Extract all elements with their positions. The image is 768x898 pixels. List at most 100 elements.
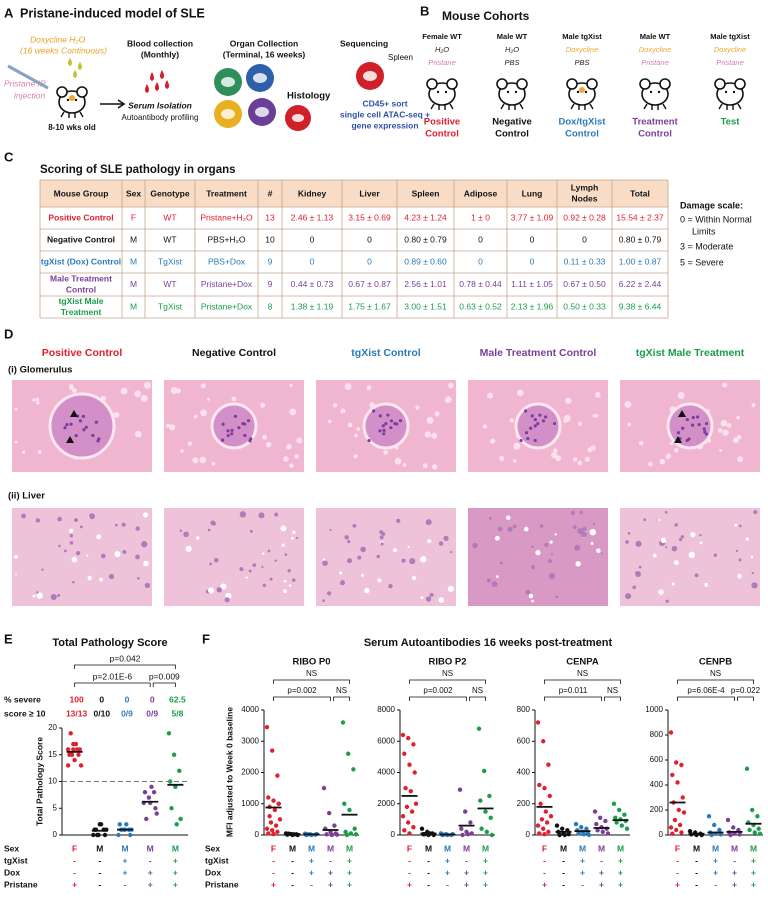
tissue-detail xyxy=(584,456,591,462)
significance-label: NS xyxy=(472,686,483,695)
tissue-detail xyxy=(665,599,669,603)
data-point xyxy=(548,814,554,819)
tissue-detail xyxy=(447,585,454,592)
tissue-detail xyxy=(347,422,353,428)
tissue-detail xyxy=(231,396,237,402)
table-cell: 0.50 ± 0.33 xyxy=(563,301,606,311)
nucleus xyxy=(386,413,390,417)
data-point xyxy=(469,831,474,836)
arrowhead xyxy=(674,436,682,443)
data-point xyxy=(619,823,624,828)
label: Female WT xyxy=(422,32,462,41)
tissue-detail xyxy=(200,409,208,417)
mouse-ear xyxy=(639,78,651,90)
tissue-detail xyxy=(539,524,544,528)
factor-label: Sex xyxy=(205,843,220,853)
tissue-detail xyxy=(401,558,406,563)
data-point xyxy=(731,825,736,830)
nucleus xyxy=(91,433,95,438)
table-cell: TgXist xyxy=(158,301,183,311)
y-tick-label: 0 xyxy=(53,830,58,839)
cohort-label: Treatment xyxy=(632,117,678,128)
cohort-label: Positive xyxy=(424,117,460,128)
data-point xyxy=(541,826,546,831)
y-tick-label: 4000 xyxy=(377,768,395,777)
data-point xyxy=(483,809,488,814)
data-point xyxy=(576,831,581,836)
nucleus xyxy=(241,421,245,426)
tissue-detail xyxy=(577,460,583,466)
significance-bracket xyxy=(409,679,486,684)
tissue-detail xyxy=(750,555,754,559)
data-point xyxy=(728,832,733,838)
data-point xyxy=(73,741,79,747)
data-point xyxy=(124,822,129,827)
data-point xyxy=(595,828,600,833)
mouse-legs xyxy=(500,103,524,110)
histology-image xyxy=(164,508,304,606)
data-point xyxy=(672,817,678,823)
factor-value: - xyxy=(73,867,76,877)
significance-bracket xyxy=(544,696,602,701)
label: single cell ATAC-seq + xyxy=(340,109,430,119)
data-point xyxy=(622,812,627,817)
nucleus xyxy=(226,429,230,433)
significance-label: NS xyxy=(710,669,721,678)
table-cell: 0 xyxy=(367,234,372,244)
tissue-detail xyxy=(688,551,695,559)
tissue-detail xyxy=(73,518,78,523)
nucleus xyxy=(378,414,382,418)
table-cell: 0.92 ± 0.28 xyxy=(563,212,606,222)
data-point xyxy=(75,747,80,752)
factor-value: + xyxy=(464,879,469,889)
label: H₂O xyxy=(435,45,449,54)
mouse-ear xyxy=(516,78,528,90)
data-point xyxy=(542,785,547,791)
factor-value: + xyxy=(542,879,547,889)
nucleus xyxy=(389,426,393,430)
data-point xyxy=(411,742,416,747)
factor-value: M xyxy=(444,843,451,853)
data-point xyxy=(351,767,356,772)
factor-value: - xyxy=(291,879,294,889)
tissue-detail xyxy=(35,397,40,402)
factor-value: + xyxy=(713,855,718,865)
mouse-ear xyxy=(586,78,598,90)
tissue-detail xyxy=(379,535,384,540)
tissue-detail xyxy=(438,597,445,603)
tissue-detail xyxy=(443,535,449,541)
severe-value: 100 xyxy=(70,694,84,704)
blood-drop xyxy=(150,72,154,81)
tissue-detail xyxy=(395,446,399,450)
label: Sequencing xyxy=(340,38,388,48)
y-tick-label: 3000 xyxy=(241,736,259,745)
organ-shape xyxy=(253,73,267,83)
tissue-detail xyxy=(89,513,95,520)
panel-letter: A xyxy=(4,5,14,20)
tissue-detail xyxy=(239,567,244,572)
tissue-detail xyxy=(377,578,382,583)
factor-value: + xyxy=(483,879,488,889)
age-label: 8-10 wks old xyxy=(48,123,96,132)
blood-drop xyxy=(155,82,159,91)
nucleus xyxy=(81,414,85,418)
histology-image xyxy=(316,508,456,606)
data-point xyxy=(352,826,357,831)
plot-title: RIBO P2 xyxy=(428,657,466,668)
column-header: Lymph xyxy=(571,182,599,192)
tissue-detail xyxy=(183,531,189,538)
table-cell: 13 xyxy=(265,212,275,222)
data-point xyxy=(327,810,332,816)
tissue-detail xyxy=(113,411,120,418)
row-header: Control xyxy=(66,284,96,294)
tissue-detail xyxy=(671,582,675,586)
organ-shape xyxy=(255,107,269,117)
data-point xyxy=(413,801,419,806)
mouse-ear xyxy=(659,78,671,90)
significance-bracket xyxy=(737,696,754,701)
factor-value: - xyxy=(124,879,127,889)
severe-value: 0 xyxy=(150,694,155,704)
factor-value: - xyxy=(714,879,717,889)
y-tick-label: 8000 xyxy=(377,705,395,714)
